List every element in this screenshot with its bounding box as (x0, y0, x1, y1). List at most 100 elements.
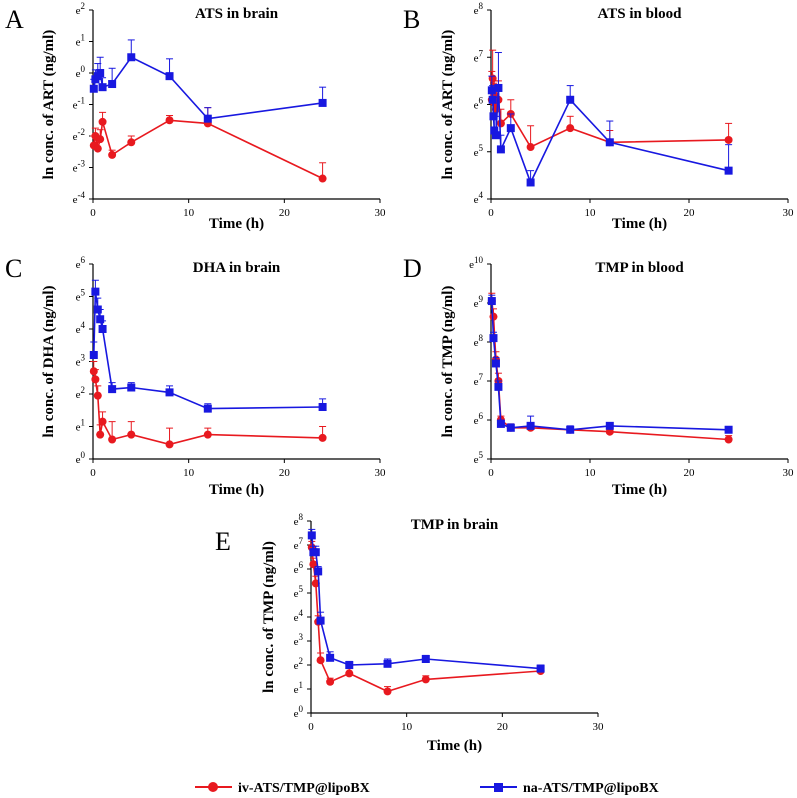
y-tick-base: e (73, 163, 78, 175)
y-tick-label: e1 (294, 680, 303, 696)
y-tick-label: e0 (76, 64, 86, 80)
data-point (605, 138, 614, 147)
legend: iv-ATS/TMP@lipoBX na-ATS/TMP@lipoBX (195, 781, 659, 796)
legend-label-na: na-ATS/TMP@lipoBX (523, 781, 659, 796)
panel-title: TMP in brain (411, 517, 499, 533)
y-tick-exp: 4 (299, 608, 304, 618)
y-tick-exp: 7 (299, 536, 304, 546)
y-tick-base: e (76, 454, 81, 466)
y-tick-label: e-3 (73, 159, 86, 175)
data-point (724, 435, 733, 444)
data-point (345, 661, 354, 669)
data-point (496, 419, 505, 428)
data-point (98, 83, 107, 92)
y-tick-exp: 5 (479, 143, 484, 153)
data-point (494, 83, 503, 92)
data-point (318, 403, 327, 411)
y-axis-label: ln conc. of ART (ng/ml) (440, 30, 456, 180)
x-tick-label: 0 (90, 207, 96, 219)
data-point (421, 675, 430, 684)
panel-title: DHA in brain (193, 260, 281, 276)
y-tick-base: e (76, 389, 81, 401)
data-point (165, 388, 174, 397)
series-line (491, 300, 729, 441)
y-tick-base: e (76, 37, 81, 49)
data-point (724, 425, 733, 434)
x-tick-label: 10 (585, 467, 597, 479)
y-tick-exp: 6 (479, 96, 484, 106)
y-tick-exp: 4 (479, 190, 484, 200)
y-tick-base: e (294, 540, 299, 552)
y-tick-exp: -4 (78, 190, 86, 200)
x-tick-label: 10 (585, 207, 597, 219)
y-tick-label: e5 (474, 143, 484, 159)
panel-letter: D (403, 254, 422, 283)
x-tick-label: 10 (183, 207, 195, 219)
data-point (383, 687, 392, 696)
legend-marker-iv (208, 782, 218, 792)
y-tick-label: e5 (474, 450, 484, 466)
y-tick-exp: -1 (78, 96, 86, 106)
legend-marker-na (494, 783, 503, 792)
y-tick-base: e (474, 454, 479, 466)
data-point (108, 80, 117, 89)
y-tick-label: e7 (294, 536, 304, 552)
y-tick-exp: 2 (81, 385, 86, 395)
y-tick-exp: 0 (81, 64, 86, 74)
y-tick-base: e (294, 516, 299, 528)
x-tick-label: 20 (279, 467, 291, 479)
y-tick-base: e (76, 357, 81, 369)
y-tick-label: e-2 (73, 127, 85, 143)
x-tick-label: 20 (684, 467, 696, 479)
y-tick-base: e (294, 588, 299, 600)
x-tick-label: 30 (375, 467, 387, 479)
data-point (724, 135, 733, 144)
y-tick-label: e9 (474, 294, 484, 310)
y-tick-base: e (294, 564, 299, 576)
data-point (489, 312, 498, 321)
x-axis-label: Time (h) (427, 738, 482, 754)
y-tick-exp: 0 (299, 704, 304, 714)
y-tick-base: e (474, 100, 479, 112)
y-tick-label: e6 (474, 96, 484, 112)
data-point (326, 677, 335, 686)
data-point (566, 95, 575, 104)
y-tick-exp: 8 (479, 1, 484, 11)
y-tick-label: e4 (474, 190, 484, 206)
y-tick-base: e (76, 324, 81, 336)
y-tick-base: e (76, 68, 81, 80)
data-point (98, 417, 107, 426)
y-tick-base: e (474, 298, 479, 310)
y-axis-label: ln conc. of TMP (ng/ml) (261, 541, 277, 693)
y-tick-exp: -3 (78, 159, 86, 169)
y-tick-label: e8 (474, 1, 484, 17)
series-line (93, 371, 323, 446)
y-tick-base: e (474, 5, 479, 17)
x-tick-label: 20 (684, 207, 696, 219)
y-axis-label: ln conc. of DHA (ng/ml) (41, 285, 57, 437)
data-point (490, 126, 499, 135)
y-tick-exp: 8 (479, 333, 484, 343)
data-point (127, 430, 136, 439)
y-tick-base: e (76, 422, 81, 434)
data-point (421, 655, 430, 663)
x-tick-label: 30 (593, 721, 605, 733)
data-point (127, 53, 136, 62)
x-tick-label: 10 (401, 721, 413, 733)
data-point (318, 174, 327, 183)
y-tick-base: e (73, 100, 78, 112)
y-tick-base: e (294, 636, 299, 648)
data-point (96, 315, 105, 324)
data-point (93, 305, 102, 314)
data-point (383, 659, 392, 668)
data-point (91, 287, 100, 296)
y-tick-label: e6 (294, 560, 304, 576)
y-tick-label: e2 (76, 1, 85, 17)
y-tick-label: e7 (474, 48, 484, 64)
y-tick-label: e6 (76, 255, 86, 271)
series-na (307, 528, 545, 673)
